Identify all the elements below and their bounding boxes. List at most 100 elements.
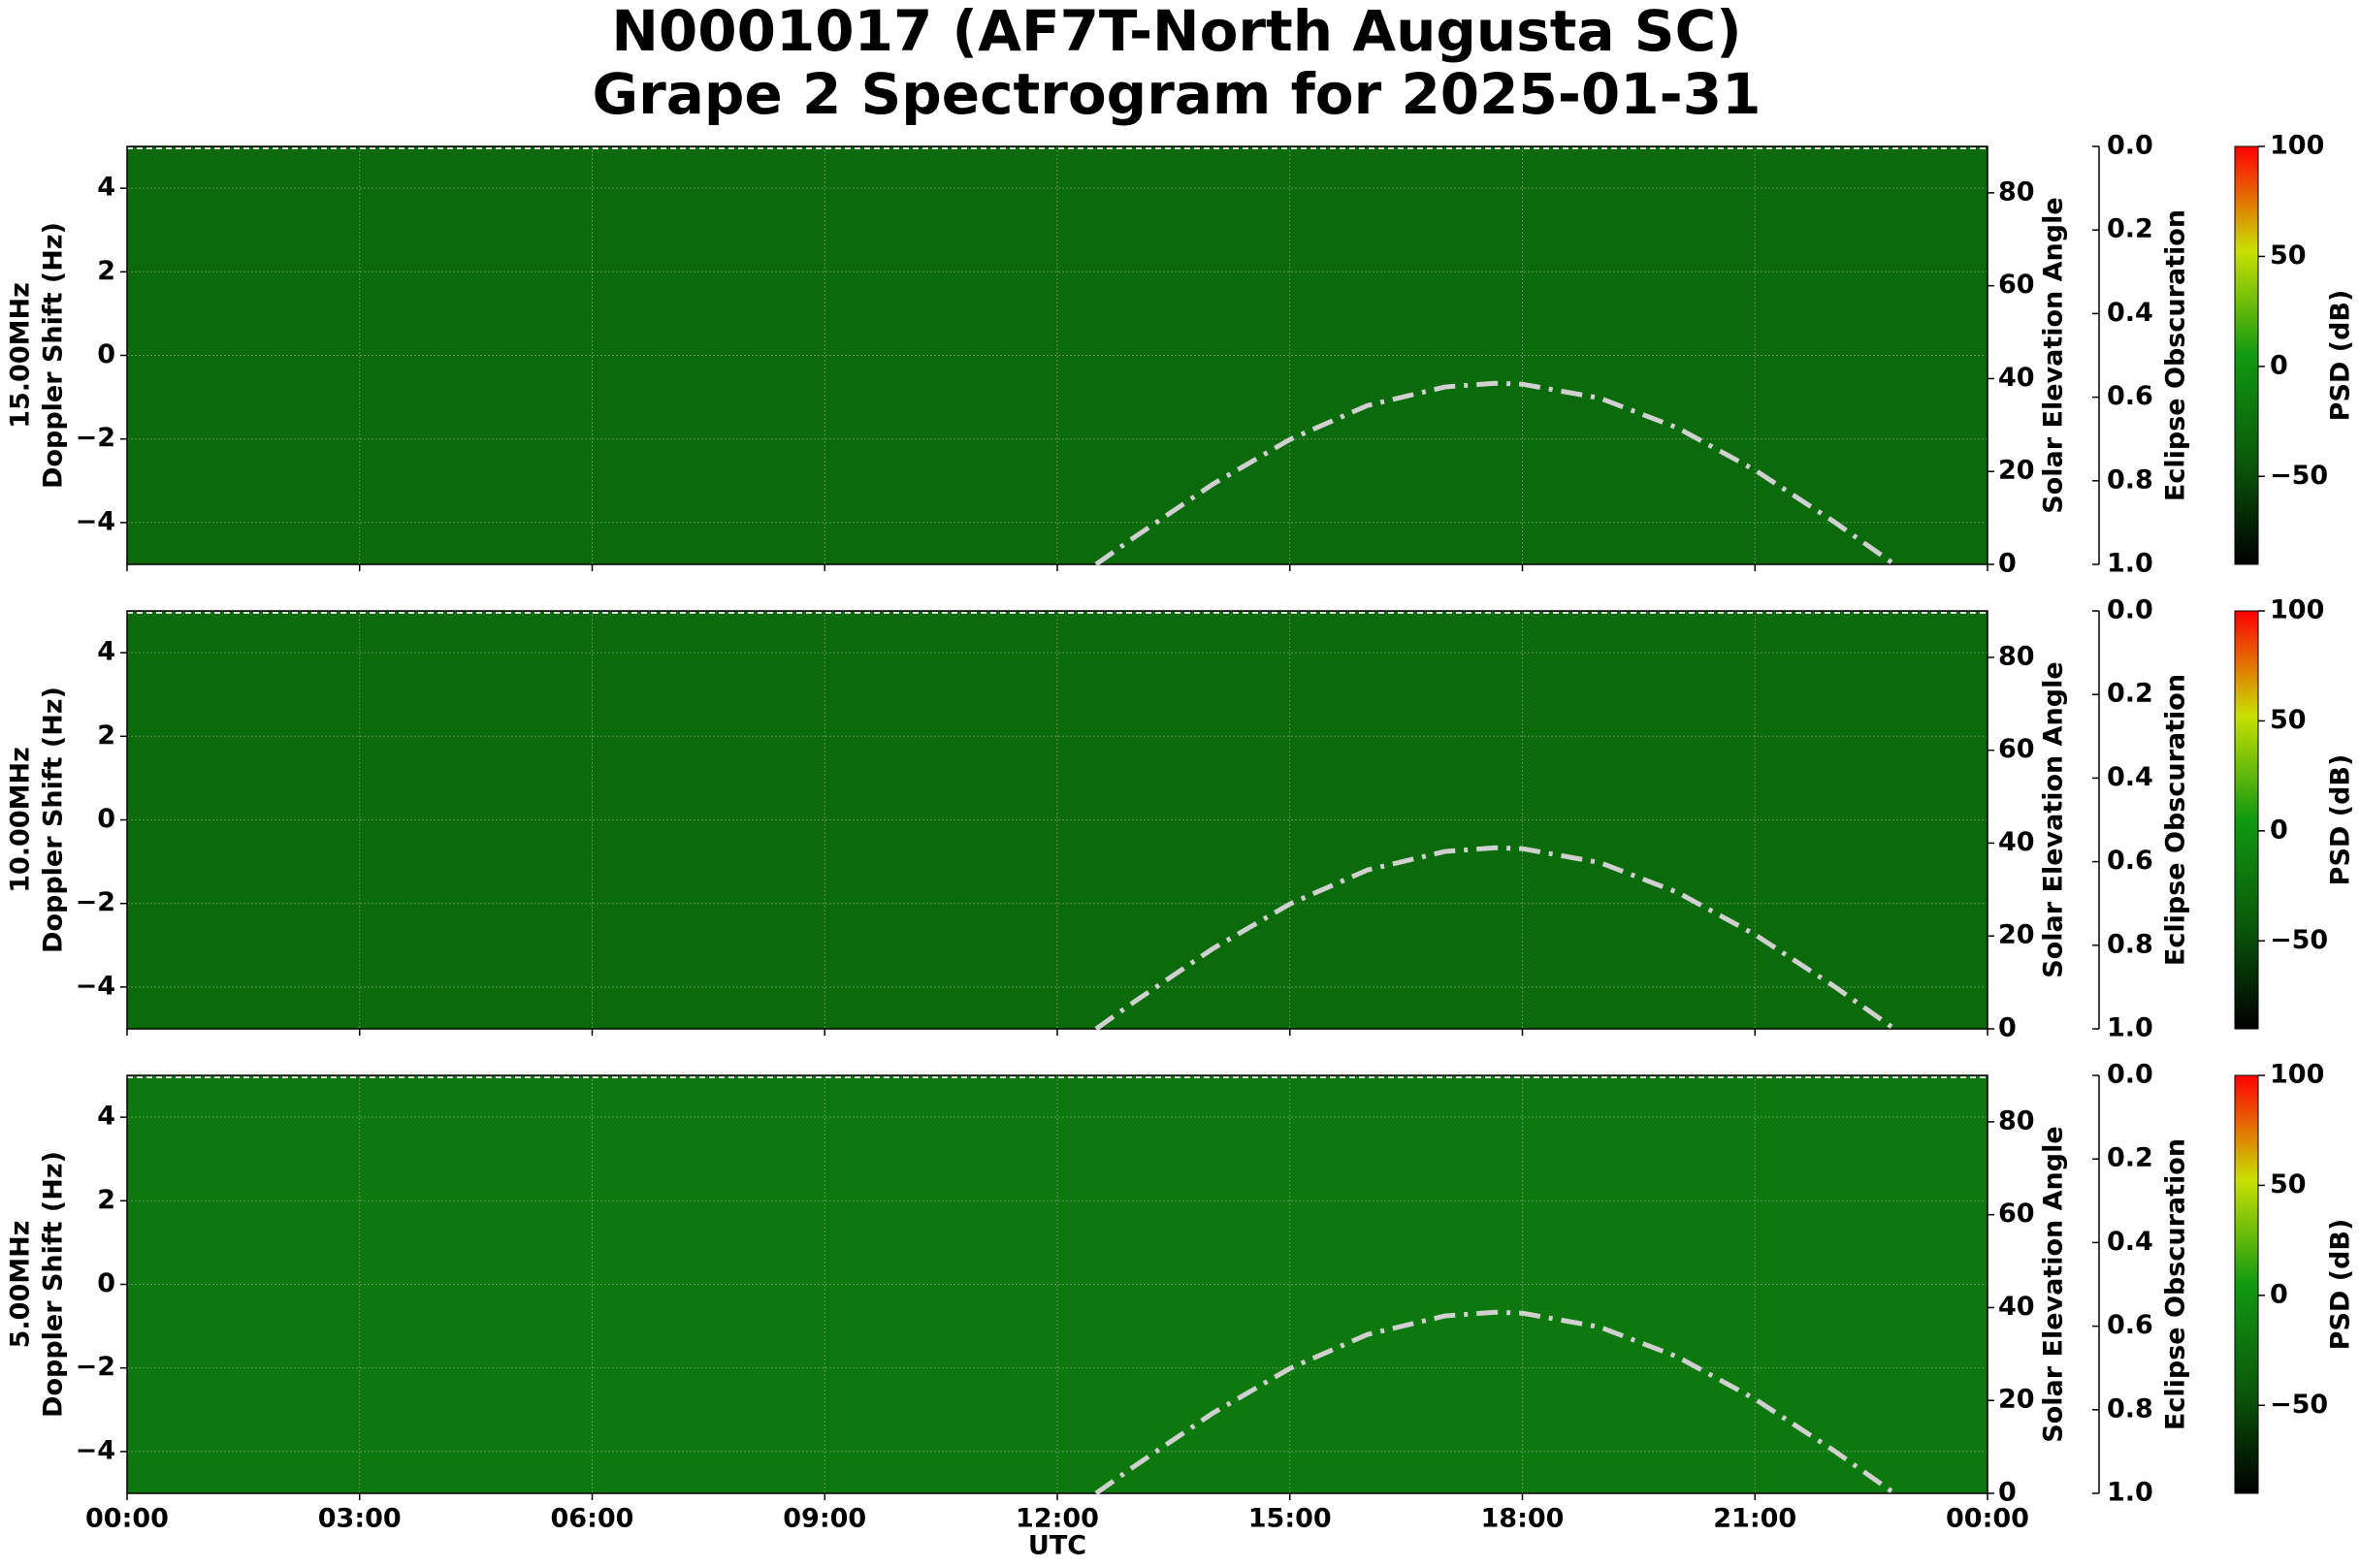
y3-tick-label: 0.0 bbox=[2107, 1060, 2153, 1090]
y3-tick-label: 0.4 bbox=[2107, 1227, 2153, 1257]
colorbar-label: PSD (dB) bbox=[2326, 290, 2356, 422]
colorbar-tick-label: 100 bbox=[2270, 1060, 2324, 1090]
y-axis-label: 15.00MHz bbox=[6, 282, 36, 429]
y-tick-label: 2 bbox=[97, 256, 115, 286]
colorbar-tick-label: −50 bbox=[2270, 1390, 2328, 1420]
plot-frame bbox=[126, 610, 1988, 1030]
y-tick-label: 2 bbox=[97, 720, 115, 751]
colorbar-tick-label: 0 bbox=[2270, 350, 2288, 380]
y2-axis-label: Solar Elevation Angle bbox=[2039, 197, 2069, 513]
y-tick-label: 0 bbox=[97, 1268, 115, 1298]
y-tick-label: −2 bbox=[76, 887, 115, 917]
y3-tick-label: 0.8 bbox=[2107, 464, 2153, 495]
y-tick-label: −4 bbox=[76, 1435, 115, 1465]
y3-tick-label: 0.6 bbox=[2107, 846, 2153, 876]
colorbar-tick-label: 100 bbox=[2270, 131, 2324, 161]
y2-tick-label: 20 bbox=[1998, 456, 2035, 486]
colorbar-label: PSD (dB) bbox=[2326, 754, 2356, 886]
y3-axis-label: Eclipse Obscuration bbox=[2161, 1138, 2191, 1430]
y2-tick-label: 80 bbox=[1998, 641, 2035, 671]
y-tick-label: −4 bbox=[76, 506, 115, 536]
y-tick-label: 0 bbox=[97, 804, 115, 834]
y2-tick-label: 20 bbox=[1998, 1385, 2035, 1415]
y3-tick-label: 0.8 bbox=[2107, 1393, 2153, 1424]
y3-tick-label: 0.2 bbox=[2107, 1143, 2153, 1173]
y-axis-label: Doppler Shift (Hz) bbox=[39, 222, 69, 489]
y2-tick-label: 20 bbox=[1998, 920, 2035, 950]
y2-tick-label: 40 bbox=[1998, 363, 2035, 393]
y-tick-label: −2 bbox=[76, 423, 115, 453]
solar-elevation-line bbox=[1094, 380, 1896, 567]
colorbar bbox=[2234, 145, 2259, 565]
x-tick-label: 21:00 bbox=[1713, 1504, 1796, 1534]
spectrogram-image bbox=[127, 146, 1988, 564]
colorbar-label: PSD (dB) bbox=[2326, 1219, 2356, 1351]
y-tick-label: 2 bbox=[97, 1185, 115, 1215]
y2-axis-label: Solar Elevation Angle bbox=[2039, 1126, 2069, 1442]
y-tick-label: 4 bbox=[97, 1102, 115, 1132]
colorbar-tick-label: −50 bbox=[2270, 925, 2328, 955]
spectrogram-image bbox=[127, 1075, 1988, 1493]
colorbar-tick-label: 0 bbox=[2270, 815, 2288, 845]
y-axis-label: 10.00MHz bbox=[6, 747, 36, 893]
y3-tick-label: 0.4 bbox=[2107, 298, 2153, 328]
x-tick-label: 12:00 bbox=[1016, 1504, 1099, 1534]
y3-tick-label: 0.6 bbox=[2107, 381, 2153, 411]
y3-tick-label: 0.4 bbox=[2107, 762, 2153, 792]
solar-elevation-line bbox=[1094, 845, 1896, 1032]
y3-axis-label: Eclipse Obscuration bbox=[2161, 209, 2191, 501]
spectrogram-image bbox=[127, 611, 1988, 1029]
y2-tick-label: 60 bbox=[1998, 734, 2035, 764]
y2-tick-label: 60 bbox=[1998, 270, 2035, 300]
y2-tick-label: 0 bbox=[1998, 549, 2017, 579]
y2-tick-label: 80 bbox=[1998, 176, 2035, 207]
plot-frame bbox=[126, 145, 1988, 565]
y3-tick-label: 0.0 bbox=[2107, 595, 2153, 625]
x-tick-label: 00:00 bbox=[1946, 1504, 2029, 1534]
colorbar-tick-label: 100 bbox=[2270, 595, 2324, 625]
y2-axis-label: Solar Elevation Angle bbox=[2039, 661, 2069, 977]
y-axis-label: Doppler Shift (Hz) bbox=[39, 1151, 69, 1418]
x-tick-label: 06:00 bbox=[551, 1504, 634, 1534]
y-axis-label: Doppler Shift (Hz) bbox=[39, 687, 69, 953]
chart-title: Grape 2 Spectrogram for 2025-01-31 bbox=[593, 61, 1762, 127]
y2-tick-label: 0 bbox=[1998, 1478, 2017, 1508]
y2-tick-label: 40 bbox=[1998, 827, 2035, 857]
x-tick-label: 15:00 bbox=[1248, 1504, 1332, 1534]
chart-title: N0001017 (AF7T-North Augusta SC) bbox=[611, 0, 1741, 64]
x-tick-label: 18:00 bbox=[1481, 1504, 1565, 1534]
colorbar-tick-label: 50 bbox=[2270, 1169, 2307, 1200]
y2-tick-label: 40 bbox=[1998, 1292, 2035, 1322]
y3-axis-label: Eclipse Obscuration bbox=[2161, 674, 2191, 966]
y3-tick-label: 1.0 bbox=[2107, 1478, 2153, 1508]
y2-tick-label: 0 bbox=[1998, 1013, 2017, 1043]
y-tick-label: 4 bbox=[97, 173, 115, 203]
y-tick-label: 0 bbox=[97, 339, 115, 369]
y3-tick-label: 0.8 bbox=[2107, 929, 2153, 959]
solar-elevation-line bbox=[1094, 1309, 1896, 1496]
x-tick-label: 00:00 bbox=[85, 1504, 169, 1534]
y3-tick-label: 0.2 bbox=[2107, 679, 2153, 709]
x-tick-label: 03:00 bbox=[318, 1504, 402, 1534]
y-tick-label: −4 bbox=[76, 971, 115, 1001]
x-axis-label: UTC bbox=[1028, 1531, 1086, 1561]
y-tick-label: 4 bbox=[97, 637, 115, 667]
colorbar-tick-label: −50 bbox=[2270, 461, 2328, 491]
colorbar bbox=[2234, 610, 2259, 1030]
x-tick-label: 09:00 bbox=[783, 1504, 866, 1534]
y-tick-label: −2 bbox=[76, 1352, 115, 1382]
y2-tick-label: 80 bbox=[1998, 1105, 2035, 1136]
plot-frame bbox=[126, 1074, 1988, 1494]
y3-tick-label: 0.2 bbox=[2107, 214, 2153, 244]
colorbar-tick-label: 50 bbox=[2270, 240, 2307, 271]
colorbar-tick-label: 0 bbox=[2270, 1279, 2288, 1309]
y3-tick-label: 1.0 bbox=[2107, 549, 2153, 579]
y3-tick-label: 1.0 bbox=[2107, 1013, 2153, 1043]
y2-tick-label: 60 bbox=[1998, 1199, 2035, 1229]
colorbar bbox=[2234, 1074, 2259, 1494]
y3-tick-label: 0.0 bbox=[2107, 131, 2153, 161]
y-axis-label: 5.00MHz bbox=[6, 1221, 36, 1349]
colorbar-tick-label: 50 bbox=[2270, 705, 2307, 735]
y3-tick-label: 0.6 bbox=[2107, 1310, 2153, 1340]
